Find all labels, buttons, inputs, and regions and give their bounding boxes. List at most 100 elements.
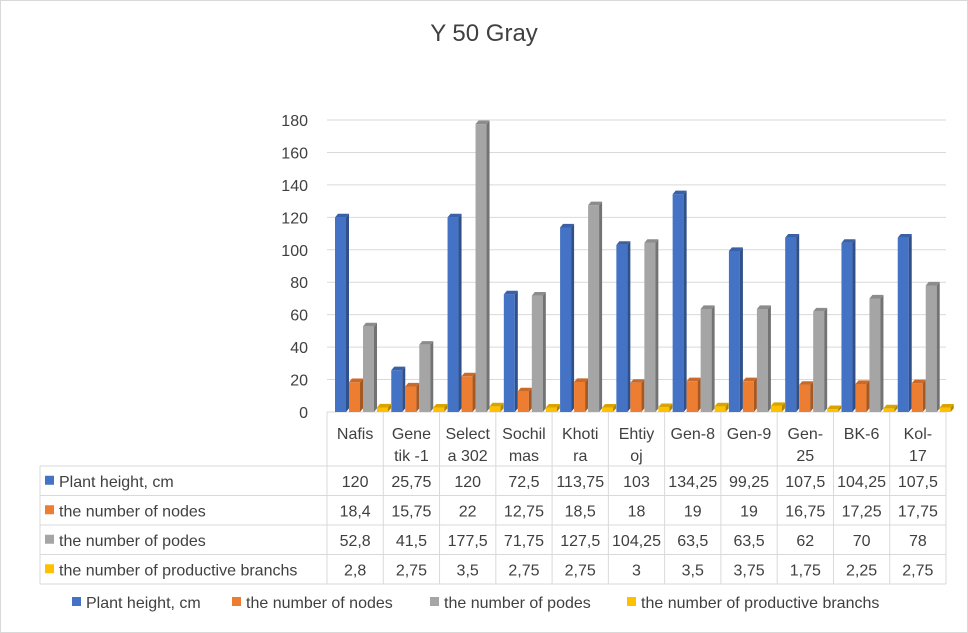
bar-1-8 — [799, 381, 814, 412]
bar-2-6 — [700, 305, 715, 412]
bar-front — [574, 381, 586, 412]
bar-1-4 — [574, 378, 589, 412]
bar-side — [571, 223, 575, 412]
table-cell-3-10: 2,75 — [902, 562, 933, 579]
bar-top — [883, 404, 898, 409]
bar-2-7 — [756, 305, 771, 412]
bar-top — [841, 239, 856, 243]
bar-top — [574, 378, 589, 382]
bar-0-2 — [447, 213, 462, 412]
table-row-label-2: the number of podes — [59, 533, 206, 550]
y-tick-label-180: 180 — [281, 113, 308, 130]
table-cell-3-6: 3,5 — [682, 562, 704, 579]
y-tick-label-80: 80 — [290, 275, 308, 292]
bar-top — [770, 402, 785, 406]
legend-key-0 — [72, 597, 81, 606]
bar-front — [799, 384, 811, 412]
legend-key-2 — [430, 597, 439, 606]
bar-front — [545, 407, 557, 412]
category-label-5-0: Ehtiy — [619, 426, 655, 443]
bar-side — [894, 404, 898, 412]
table-cell-2-6: 63,5 — [677, 533, 708, 550]
table-cell-0-0: 120 — [342, 474, 369, 491]
bar-side — [838, 405, 842, 412]
bar-side — [402, 366, 406, 412]
bar-front — [433, 407, 445, 412]
bar-3-8 — [827, 405, 842, 412]
bar-side — [796, 234, 800, 412]
bar-top — [335, 213, 349, 218]
y-tick-label-60: 60 — [290, 308, 308, 325]
bar-3-0 — [377, 403, 391, 412]
table-cell-2-3: 71,75 — [504, 533, 544, 550]
bar-top — [714, 402, 729, 407]
bar-side — [781, 402, 785, 412]
bar-front — [785, 237, 797, 412]
bar-side — [585, 378, 589, 412]
legend-key-3 — [627, 597, 636, 606]
bar-front — [349, 382, 360, 412]
category-label-9-0: BK-6 — [844, 426, 880, 443]
legend-label-3: the number of productive branchs — [641, 595, 879, 612]
bar-top — [911, 379, 926, 384]
bar-front — [939, 407, 951, 412]
bar-side — [880, 294, 884, 412]
bar-3-9 — [883, 404, 898, 412]
table-cell-0-5: 103 — [623, 474, 650, 491]
bar-top — [588, 201, 603, 206]
table-cell-1-2: 22 — [459, 503, 477, 520]
bar-top — [742, 377, 757, 382]
bar-side — [767, 305, 771, 412]
bar-front — [588, 205, 600, 412]
bar-side — [739, 247, 743, 412]
y-tick-label-20: 20 — [290, 373, 308, 390]
table-cell-3-0: 2,8 — [344, 562, 366, 579]
bar-front — [742, 381, 754, 412]
table-cell-3-7: 3,75 — [733, 562, 764, 579]
table-cell-0-1: 25,75 — [391, 474, 431, 491]
table-cell-0-3: 72,5 — [508, 474, 539, 491]
table-cell-0-10: 107,5 — [898, 474, 938, 491]
bar-side — [514, 290, 518, 412]
bar-side — [599, 201, 603, 412]
bar-front — [686, 381, 698, 412]
bar-top — [461, 372, 476, 377]
table-cell-0-6: 134,25 — [668, 474, 717, 491]
table-cell-2-8: 62 — [796, 533, 814, 550]
table-cell-1-3: 12,75 — [504, 503, 544, 520]
bar-top — [489, 402, 504, 407]
bar-2-9 — [869, 294, 884, 412]
bar-side — [444, 403, 448, 412]
bar-0-6 — [672, 190, 687, 412]
table-legend-key-3 — [45, 564, 54, 574]
category-label-1-1: tik -1 — [394, 448, 429, 465]
bar-side — [613, 403, 617, 412]
bar-front — [503, 294, 515, 412]
table-cell-2-10: 78 — [909, 533, 927, 550]
bar-0-1 — [391, 366, 406, 412]
bar-top — [785, 234, 800, 238]
bar-front — [827, 409, 839, 412]
bar-0-9 — [841, 239, 856, 412]
bar-side — [458, 213, 462, 412]
bar-1-6 — [686, 377, 701, 412]
bar-front — [405, 386, 417, 412]
bar-front — [602, 407, 614, 412]
table-legend-key-1 — [45, 505, 54, 515]
y-tick-label-100: 100 — [281, 243, 308, 260]
bar-top — [363, 322, 377, 327]
bar-top — [644, 239, 659, 243]
bar-side — [669, 403, 673, 412]
category-label-3-1: mas — [509, 448, 539, 465]
category-label-2-1: a 302 — [448, 448, 488, 465]
bar-0-0 — [335, 213, 349, 412]
y-tick-label-120: 120 — [281, 210, 308, 227]
bar-top — [728, 247, 743, 251]
table-cell-1-5: 18 — [628, 503, 646, 520]
bar-2-3 — [531, 292, 546, 412]
bar-3-5 — [658, 403, 673, 412]
table-cell-2-1: 41,5 — [396, 533, 427, 550]
bar-0-8 — [785, 234, 800, 412]
legend-label-1: the number of nodes — [246, 595, 393, 612]
bar-0-4 — [560, 223, 575, 412]
